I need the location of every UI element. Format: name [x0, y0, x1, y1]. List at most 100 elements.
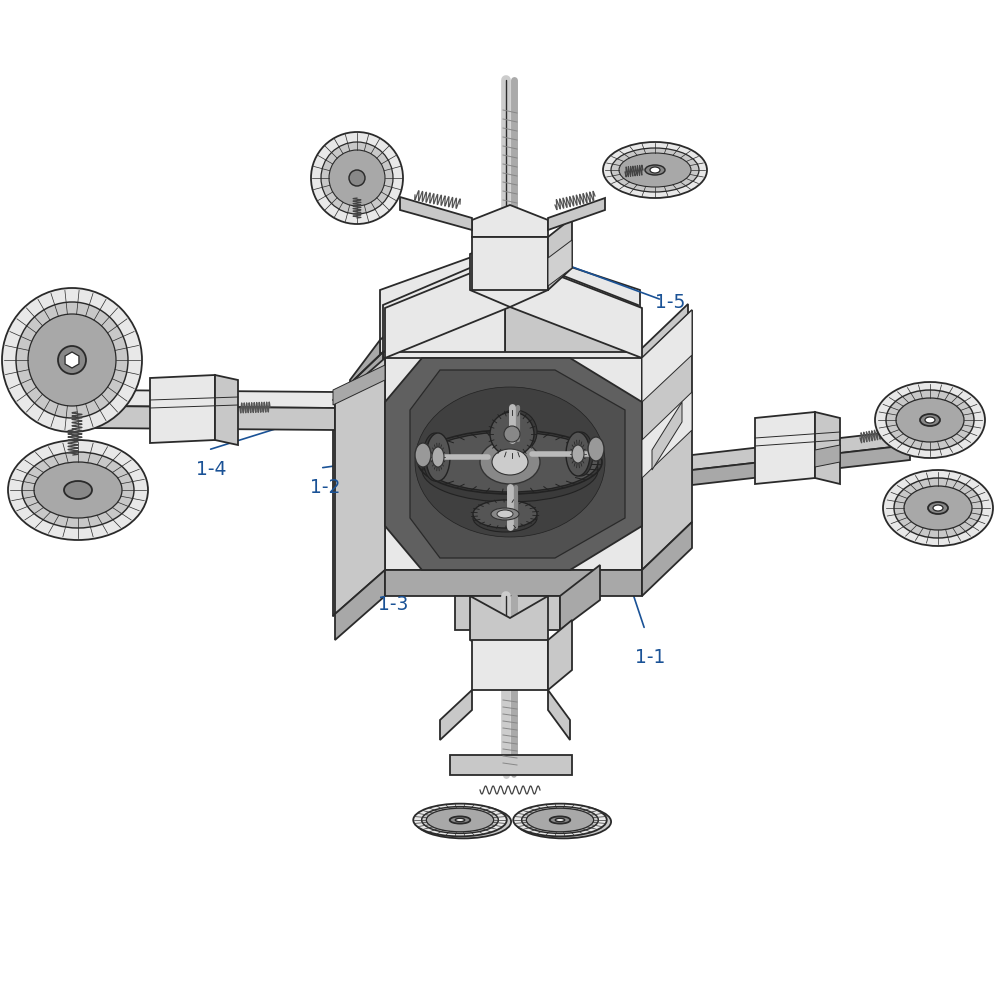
Polygon shape — [450, 755, 572, 775]
Ellipse shape — [349, 170, 365, 186]
Ellipse shape — [492, 449, 528, 475]
Ellipse shape — [432, 447, 444, 467]
Polygon shape — [380, 490, 640, 605]
Ellipse shape — [28, 314, 116, 406]
Polygon shape — [692, 430, 910, 470]
Ellipse shape — [645, 165, 665, 175]
Polygon shape — [642, 392, 692, 478]
Ellipse shape — [16, 302, 128, 418]
Polygon shape — [642, 310, 692, 570]
Ellipse shape — [321, 142, 393, 214]
Polygon shape — [642, 310, 692, 402]
Polygon shape — [505, 295, 640, 535]
Ellipse shape — [416, 805, 511, 839]
Ellipse shape — [58, 346, 86, 374]
Ellipse shape — [619, 153, 691, 187]
Polygon shape — [548, 240, 572, 286]
Ellipse shape — [522, 807, 598, 834]
Ellipse shape — [933, 505, 943, 511]
Polygon shape — [548, 198, 605, 230]
Ellipse shape — [415, 443, 431, 467]
Polygon shape — [642, 522, 692, 596]
Polygon shape — [380, 295, 505, 535]
Polygon shape — [548, 218, 572, 290]
Polygon shape — [335, 570, 385, 640]
Ellipse shape — [450, 817, 470, 824]
Ellipse shape — [415, 387, 605, 537]
Ellipse shape — [896, 398, 964, 442]
Ellipse shape — [491, 508, 519, 520]
Ellipse shape — [64, 481, 92, 499]
Ellipse shape — [455, 819, 465, 822]
Text: 1-2: 1-2 — [310, 478, 340, 497]
Text: 1-3: 1-3 — [378, 595, 408, 614]
Polygon shape — [385, 570, 642, 596]
Ellipse shape — [504, 426, 520, 442]
Ellipse shape — [611, 148, 699, 192]
Polygon shape — [410, 370, 625, 558]
Polygon shape — [380, 295, 505, 535]
Polygon shape — [385, 257, 642, 358]
Ellipse shape — [904, 486, 972, 530]
Polygon shape — [215, 375, 238, 445]
Ellipse shape — [413, 804, 507, 837]
Ellipse shape — [493, 410, 537, 454]
Ellipse shape — [513, 804, 607, 837]
Text: 1-4: 1-4 — [196, 460, 226, 479]
Polygon shape — [815, 445, 840, 467]
Ellipse shape — [588, 437, 604, 461]
Ellipse shape — [550, 817, 570, 824]
Ellipse shape — [22, 452, 134, 528]
Polygon shape — [440, 690, 472, 740]
Ellipse shape — [422, 807, 498, 834]
Polygon shape — [470, 237, 548, 307]
Ellipse shape — [569, 432, 593, 476]
Ellipse shape — [894, 478, 982, 538]
Polygon shape — [548, 620, 572, 690]
Ellipse shape — [920, 414, 940, 426]
Polygon shape — [380, 245, 640, 340]
Polygon shape — [652, 402, 682, 470]
Ellipse shape — [516, 805, 611, 839]
Ellipse shape — [566, 432, 590, 476]
Ellipse shape — [8, 440, 148, 540]
Polygon shape — [385, 358, 642, 570]
Ellipse shape — [497, 510, 513, 518]
Polygon shape — [90, 390, 335, 408]
Ellipse shape — [473, 500, 537, 528]
Ellipse shape — [34, 462, 122, 518]
Ellipse shape — [875, 382, 985, 458]
Polygon shape — [333, 365, 385, 405]
Ellipse shape — [572, 445, 584, 463]
Ellipse shape — [603, 142, 707, 198]
Polygon shape — [383, 352, 638, 568]
Ellipse shape — [886, 390, 974, 450]
Ellipse shape — [422, 438, 598, 502]
Ellipse shape — [480, 440, 540, 484]
Polygon shape — [815, 412, 840, 484]
Ellipse shape — [650, 167, 660, 173]
Polygon shape — [335, 358, 385, 614]
Polygon shape — [400, 197, 472, 230]
Polygon shape — [692, 445, 910, 485]
Ellipse shape — [426, 808, 494, 832]
Text: 1-5: 1-5 — [655, 293, 685, 312]
Ellipse shape — [2, 288, 142, 432]
Ellipse shape — [311, 132, 403, 224]
Polygon shape — [383, 253, 638, 352]
Ellipse shape — [426, 433, 450, 481]
Ellipse shape — [925, 417, 935, 423]
Ellipse shape — [329, 150, 385, 206]
Polygon shape — [638, 304, 688, 568]
Polygon shape — [755, 412, 815, 484]
Polygon shape — [333, 352, 383, 616]
Polygon shape — [472, 640, 548, 690]
Polygon shape — [560, 565, 600, 630]
Text: 1-1: 1-1 — [635, 648, 665, 667]
Ellipse shape — [423, 433, 447, 481]
Polygon shape — [470, 596, 548, 660]
Polygon shape — [150, 375, 215, 443]
Ellipse shape — [526, 808, 594, 832]
Polygon shape — [455, 596, 560, 630]
Polygon shape — [385, 358, 642, 570]
